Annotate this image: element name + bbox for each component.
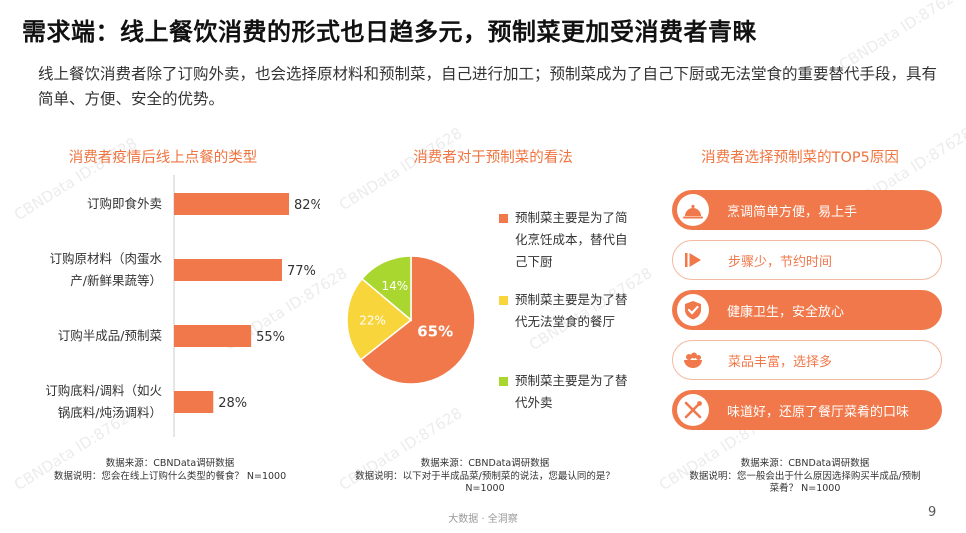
- page-title: 需求端：线上餐饮消费的形式也日趋多元，预制菜更加受消费者青睐: [22, 18, 757, 46]
- legend-label: 己下厨: [515, 254, 553, 269]
- bar-category-label: 锅底料/炖汤调料）: [58, 405, 162, 420]
- legend-label: 代外卖: [515, 395, 553, 410]
- bar-source-note: 数据来源：CBNData调研数据 数据说明：您会在线上订购什么类型的餐食？ N=…: [30, 458, 310, 483]
- reason-label: 烹调简单方便，易上手: [727, 205, 858, 220]
- shield-check-icon: [677, 294, 709, 326]
- pie-legend-item: 预制菜主要是为了简 化烹饪成本，替代自 己下厨: [499, 207, 649, 273]
- legend-label: 预制菜主要是为了替: [515, 292, 628, 307]
- source-line: 数据来源：CBNData调研数据: [740, 458, 870, 469]
- pie-slice-label: 14%: [381, 279, 408, 293]
- bar-category-label: 订购原材料（肉蛋水: [49, 251, 162, 266]
- cloche-icon: [677, 194, 709, 226]
- reason-item: 烹调简单方便，易上手: [672, 190, 942, 230]
- bar-category-label: 订购底料/调料（如火: [45, 383, 162, 398]
- legend-label: 化烹饪成本，替代自: [515, 232, 628, 247]
- pie-chart: 65% 22% 14%: [346, 255, 476, 385]
- reasons-source-note: 数据来源：CBNData调研数据 数据说明：您一般会出于什么原因选择购买半成品/…: [665, 458, 945, 496]
- pie-slice-label: 65%: [417, 323, 453, 341]
- pie-legend-item: 预制菜主要是为了替 代无法堂食的餐厅: [499, 289, 649, 333]
- legend-swatch: [499, 214, 508, 223]
- bar-chart-title: 消费者疫情后线上点餐的类型: [68, 150, 258, 166]
- reason-item: 健康卫生，安全放心: [672, 290, 942, 330]
- bar-category-label: 订购半成品/预制菜: [58, 328, 163, 343]
- note-line: 菜肴？ N=1000: [769, 483, 841, 494]
- reason-label: 菜品丰富，选择多: [728, 354, 833, 370]
- bar: [174, 259, 282, 281]
- legend-swatch: [499, 377, 508, 386]
- reasons-title: 消费者选择预制菜的TOP5原因: [701, 150, 899, 166]
- bar: [174, 193, 289, 215]
- source-line: 数据来源：CBNData调研数据: [420, 458, 550, 469]
- source-line: 数据来源：CBNData调研数据: [105, 458, 235, 469]
- bar-value-label: 28%: [218, 396, 247, 411]
- reason-label: 健康卫生，安全放心: [727, 305, 845, 320]
- bar: [174, 391, 214, 413]
- fast-forward-icon: [676, 243, 709, 276]
- bar: [174, 325, 252, 347]
- bar-value-label: 55%: [256, 330, 285, 345]
- bar-category-label: 订购即食外卖: [87, 196, 162, 211]
- pie-slice: [359, 255, 476, 385]
- note-line: 数据说明：您会在线上订购什么类型的餐食？ N=1000: [53, 470, 287, 482]
- reason-item: 菜品丰富，选择多: [672, 340, 942, 380]
- reason-item: 步骤少，节约时间: [672, 240, 942, 280]
- note-line: 数据说明：以下对于半成品菜/预制菜的说法，您最认同的是？: [355, 470, 615, 482]
- bar-category-label: 产/新鲜果蔬等）: [70, 273, 162, 288]
- bar-value-label: 82%: [294, 198, 320, 213]
- page-number: 9: [928, 505, 937, 520]
- pie-slice: [346, 277, 413, 361]
- footer-tagline: 大数据 · 全洞察: [448, 514, 518, 525]
- legend-label: 代无法堂食的餐厅: [515, 314, 616, 329]
- note-line: 数据说明：您一般会出于什么原因选择购买半成品/预制: [689, 470, 921, 482]
- pie-slice-label: 22%: [359, 313, 386, 327]
- fork-knife-icon: [677, 394, 709, 426]
- salad-bowl-icon: [676, 343, 709, 376]
- watermark: CBNData ID:87628: [335, 123, 466, 215]
- reason-item: 味道好，还原了餐厅菜肴的口味: [672, 390, 942, 430]
- pie-slice: [360, 255, 412, 322]
- reason-label: 味道好，还原了餐厅菜肴的口味: [727, 405, 910, 420]
- legend-swatch: [499, 296, 508, 305]
- legend-label: 预制菜主要是为了简: [515, 210, 628, 225]
- pie-legend-item: 预制菜主要是为了替 代外卖: [499, 370, 649, 414]
- page-subtitle: 线上餐饮消费者除了订购外卖，也会选择原材料和预制菜，自己进行加工；预制菜成为了自…: [38, 65, 938, 108]
- note-line: N=1000: [465, 483, 505, 494]
- pie-chart-title: 消费者对于预制菜的看法: [413, 150, 573, 166]
- bar-value-label: 77%: [287, 264, 316, 279]
- reason-label: 步骤少，节约时间: [728, 254, 833, 270]
- pie-source-note: 数据来源：CBNData调研数据 数据说明：以下对于半成品菜/预制菜的说法，您最…: [340, 458, 630, 496]
- legend-label: 预制菜主要是为了替: [515, 373, 628, 388]
